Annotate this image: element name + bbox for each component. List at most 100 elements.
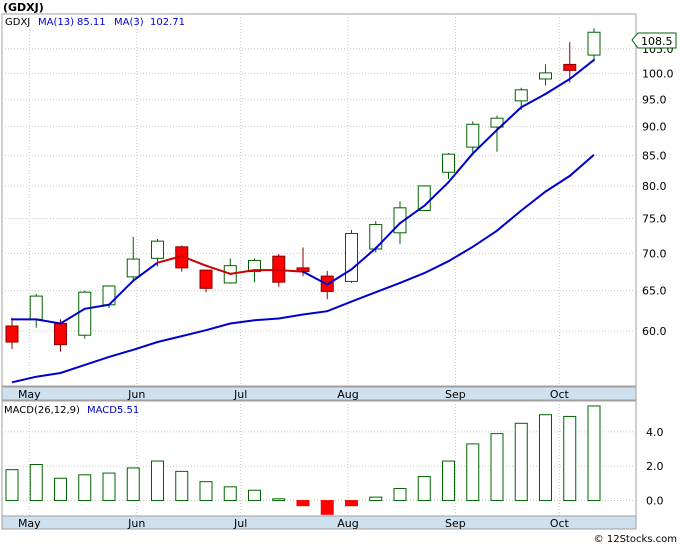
price-x-axis: May Jun Jul Aug Sep Oct [18,388,570,401]
macd-bar [442,460,455,502]
macd-legend-value: 5.51 [117,405,139,416]
macd-bar [151,460,164,502]
ma3-line-segment [544,77,571,95]
macd-x-tick-label: Aug [337,517,358,530]
candle-body [442,153,455,173]
price-x-tick-label: Jun [127,388,145,401]
candle-body [78,291,92,336]
price-x-tick-label: Aug [337,388,358,401]
ma3-line-segment [447,152,474,184]
macd-bar [102,472,116,502]
price-y-tick-label: 100.0 [642,67,674,80]
macd-bar [5,469,19,502]
ma3-line-segment [423,181,450,207]
macd-x-tick-label: Oct [550,517,570,530]
macd-bar [320,500,334,515]
macd-bar [126,467,140,502]
ma3-line-segment [302,270,329,286]
macd-y-axis: 0.0 2.0 4.0 [646,426,664,508]
ma3-line-segment [180,255,207,267]
ma3-line-group [11,58,595,325]
macd-y-tick-label: 0.0 [646,495,664,508]
candle-body [587,31,601,56]
macd-bar [587,405,601,502]
legend-ticker: GDXJ [5,17,30,28]
ma3-line-segment [229,269,256,275]
watermark: © 12Stocks.com [594,534,677,545]
chart-title: (GDXJ) [3,1,44,14]
macd-x-axis-band [1,515,637,530]
macd-bar [417,476,431,502]
price-y-tick-label: 95.0 [642,93,667,106]
ma3-line-segment [568,58,595,80]
macd-y-tick-label: 2.0 [646,460,664,473]
ma3-line-segment [374,222,401,250]
price-y-tick-label: 85.0 [642,149,667,162]
price-y-tick-label: 65.0 [642,285,667,298]
candle-body [151,240,164,259]
legend-ma3-value: 102.71 [150,17,185,28]
candle-body [126,258,140,278]
ma3-line-segment [520,92,547,109]
ma3-line-segment [277,269,304,273]
macd-legend-label: MACD: [87,405,120,416]
candle-body [29,295,43,320]
price-x-tick-label: Sep [445,388,466,401]
macd-bar [539,414,552,502]
macd-bar [514,422,528,502]
candle-body [5,325,19,343]
macd-bar [54,477,67,502]
ma3-line-segment [108,279,135,306]
ma3-line-segment [350,247,377,271]
candle-body [345,232,358,282]
ma3-line-segment [35,318,62,325]
ma3-line-segment [205,264,232,275]
macd-title: MACD(26,12,9) [4,405,80,416]
candle-body [417,185,431,211]
candle-body [466,123,480,148]
macd-bar [29,464,43,502]
legend-ma13-value: 85.11 [77,17,106,28]
ma3-line-segment [471,128,498,155]
macd-bar [563,415,577,502]
macd-bar [466,443,480,502]
candle-body [563,63,577,71]
macd-bar [199,481,213,502]
candle-body [54,322,67,346]
macd-bar [78,474,92,502]
ma3-line-segment [59,307,86,325]
candle-body [199,269,213,289]
macd-bar [175,470,189,502]
ma3-line-segment [156,255,183,264]
legend-ma13-label: MA(13) [38,17,74,28]
ma3-line-segment [132,261,159,282]
price-x-tick-label: Jul [233,388,247,401]
macd-bar [248,489,261,502]
ma3-line-segment [496,106,523,131]
price-y-tick-label: 90.0 [642,121,667,134]
ma3-line-segment [326,268,353,286]
ma3-line-segment [399,204,426,225]
last-price-tag [631,32,677,49]
price-x-axis-band [1,386,637,401]
macd-bar [296,500,310,507]
price-grid [2,14,636,386]
macd-bar [272,498,286,502]
macd-bar [223,486,237,502]
candle-body [539,72,552,80]
macd-x-tick-label: Jun [127,517,145,530]
candle-body [490,117,504,128]
macd-bar [490,433,504,502]
candle-body [248,260,261,273]
price-y-axis: 60.065.070.075.080.085.090.095.0100.0105… [642,43,674,338]
ma13-line-group [11,153,595,384]
macd-histogram [5,405,601,515]
legend-ma3-label: MA(3) [114,17,144,28]
macd-x-tick-label: Jul [233,517,247,530]
price-panel-frame [1,13,637,387]
macd-x-tick-label: May [18,517,41,530]
price-y-tick-label: 80.0 [642,180,667,193]
macd-bar [345,500,358,507]
price-x-tick-label: May [18,388,41,401]
